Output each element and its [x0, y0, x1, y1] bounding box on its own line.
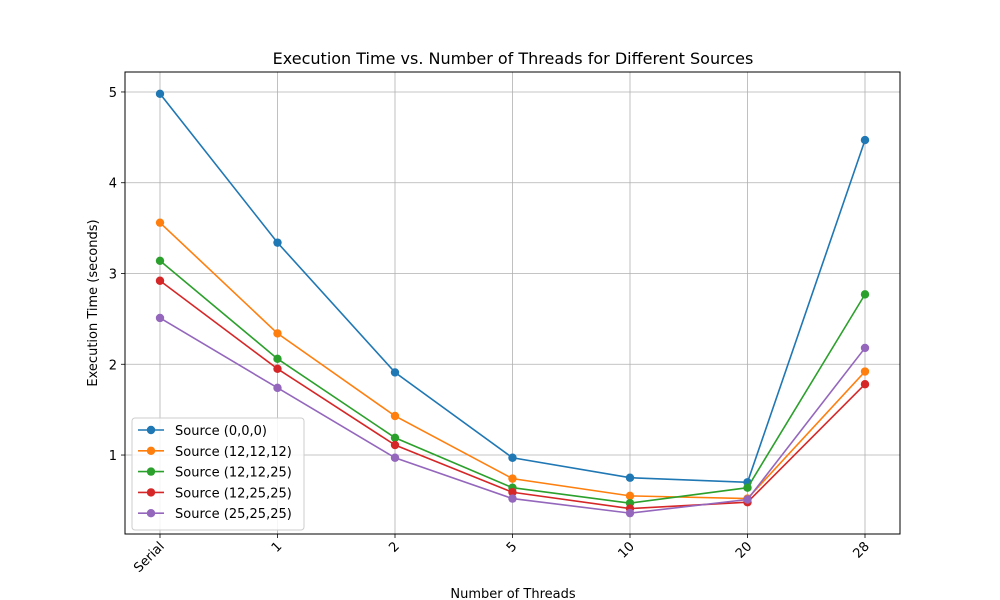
x-axis-label: Number of Threads: [450, 587, 575, 600]
legend: Source (0,0,0) Source (12,12,12) Source (1…: [131, 417, 305, 531]
legend-label: Source (25,25,25): [175, 507, 292, 522]
x-tick-label: 28: [851, 539, 873, 561]
series-5: [155, 313, 870, 518]
legend-swatch-marker: [146, 509, 156, 518]
data-point: [390, 433, 400, 442]
x-tick-label: 2: [386, 539, 402, 555]
data-point: [508, 488, 517, 497]
data-point: [273, 364, 282, 374]
legend-item: Source (25,25,25): [138, 507, 292, 522]
data-point: [625, 508, 635, 518]
x-tick-label: 5: [504, 539, 520, 555]
data-point: [390, 453, 400, 462]
chart-title: Execution Time vs. Number of Threads for…: [273, 49, 754, 68]
y-tick-label: 3: [109, 268, 117, 283]
legend-label: Source (12,12,25): [175, 466, 292, 481]
y-tick-label: 5: [109, 86, 117, 101]
data-point: [508, 453, 517, 462]
data-point: [155, 89, 165, 98]
grid: [125, 72, 900, 534]
data-point: [860, 380, 870, 389]
data-point: [860, 135, 870, 145]
data-point: [273, 329, 282, 338]
y-tick-label: 1: [109, 449, 117, 464]
data-point: [508, 494, 517, 503]
data-point: [860, 367, 870, 376]
data-point: [860, 290, 870, 299]
data-point: [743, 495, 752, 504]
data-point: [390, 440, 400, 450]
legend-label: Source (12,12,12): [175, 445, 292, 460]
data-point: [860, 343, 870, 353]
data-point: [155, 276, 165, 285]
series-layer: [155, 89, 870, 518]
y-axis-label: Execution Time (seconds): [86, 219, 101, 386]
data-point: [155, 218, 165, 227]
legend-label: Source (12,25,25): [175, 486, 292, 501]
data-point: [625, 491, 635, 501]
data-point: [743, 483, 752, 492]
data-point: [625, 473, 635, 482]
legend-box: [131, 417, 305, 531]
legend-item: Source (12,25,25): [138, 486, 292, 501]
legend-item: Source (0,0,0): [138, 424, 267, 439]
data-point: [155, 256, 165, 265]
legend-swatch-marker: [146, 467, 156, 476]
data-point: [155, 313, 165, 323]
x-tick-label: Serial: [131, 539, 168, 576]
x-tick-label: 10: [616, 539, 638, 561]
legend-swatch-marker: [146, 446, 156, 455]
y-tick-label: 2: [109, 358, 117, 373]
legend-swatch-marker: [146, 488, 156, 497]
x-tick-label: 20: [733, 539, 755, 561]
legend-label: Source (0,0,0): [175, 424, 267, 439]
data-point: [273, 238, 282, 247]
legend-item: Source (12,12,25): [138, 466, 292, 481]
data-point: [508, 474, 517, 483]
data-point: [273, 383, 282, 393]
data-point: [390, 411, 400, 421]
legend-swatch-marker: [146, 425, 156, 435]
legend-item: Source (12,12,12): [138, 445, 292, 460]
x-tick-label: 1: [269, 539, 285, 555]
data-point: [390, 368, 400, 377]
data-point: [273, 354, 282, 364]
y-tick-label: 4: [109, 177, 117, 192]
